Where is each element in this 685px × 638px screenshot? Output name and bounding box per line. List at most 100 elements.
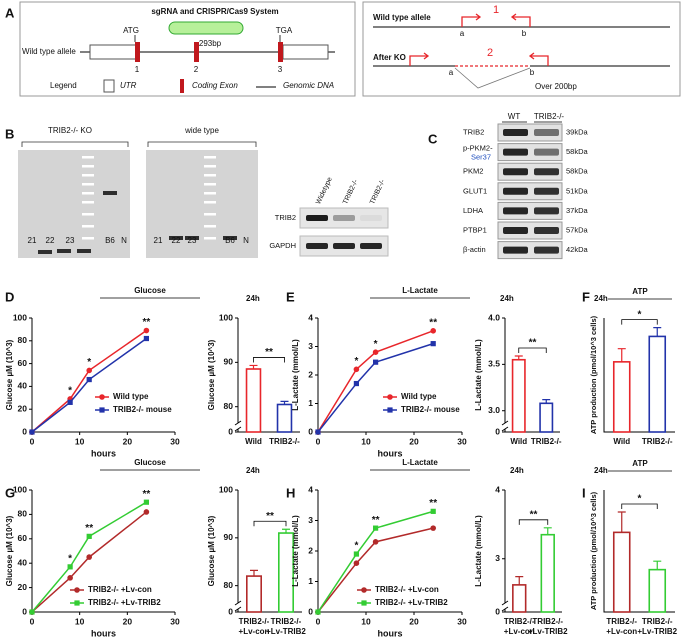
ladder-band [204, 156, 216, 159]
data-point [315, 609, 321, 615]
y-tick-label: 2 [308, 369, 313, 379]
panel-letter: D [5, 289, 14, 304]
gel-group: TRIB2-/- KO [48, 126, 92, 135]
y-tick-label: 3.5 [488, 359, 500, 369]
y-tick-label: 1 [308, 576, 313, 586]
blot-band [534, 227, 559, 234]
ladder-band [204, 192, 216, 195]
lane-label: N [243, 236, 249, 245]
lane-label: 23 [188, 236, 197, 245]
significance: ** [143, 317, 151, 328]
primer-arrow [409, 52, 430, 66]
ladder-band [204, 213, 216, 216]
blot-size: 39kDa [566, 127, 589, 136]
blot-band [534, 207, 559, 215]
y-tick-label: 80 [224, 401, 234, 411]
x-tick-label: 10 [75, 436, 85, 446]
blot-band [503, 207, 528, 215]
legend-utr [103, 79, 115, 93]
y-tick-label: 90 [224, 357, 234, 367]
series-line [31, 511, 147, 613]
blot-row [497, 143, 563, 162]
y-axis-label: L-Lactate (mmol/L) [291, 515, 300, 587]
ladder-band [82, 174, 94, 177]
gel-band [185, 236, 199, 240]
axis-break [234, 426, 242, 432]
y-tick-label: 60 [18, 533, 28, 543]
ladder-band [204, 174, 216, 177]
y-tick-label: 0 [308, 606, 313, 616]
gel-band [103, 191, 117, 195]
x-tick-label: 10 [361, 616, 371, 626]
legend-label: TRIB2-/- +Lv-TRIB2 [375, 598, 448, 607]
bar [246, 575, 263, 613]
start-codon: ATG [123, 26, 139, 35]
significance: * [68, 554, 72, 565]
data-point [29, 609, 35, 615]
x-tick-label: 30 [170, 436, 180, 446]
y-axis-label: ATP production (pmol/10^3 cells) [589, 491, 598, 610]
bar [648, 335, 667, 433]
data-point [353, 366, 360, 373]
primer-arrow [528, 52, 549, 66]
y-tick-label: 20 [18, 403, 28, 413]
data-point [86, 533, 92, 539]
x-tick-label: 0 [316, 436, 321, 446]
bar [245, 368, 262, 433]
blot-label: TRIB2 [463, 127, 484, 136]
blot-band [503, 168, 528, 176]
primer-arrow [461, 13, 482, 27]
blot-size: 42kDa [566, 245, 589, 254]
blot-row [497, 221, 563, 240]
y-tick-label: 0 [495, 426, 500, 436]
y-axis-label: Glucose µM (10^3) [5, 515, 14, 586]
data-point [430, 508, 436, 514]
allele-label: Wild type allele [373, 13, 431, 22]
diagram-title: sgRNA and CRISPR/Cas9 System [151, 7, 278, 16]
y-tick-label: 3 [308, 341, 313, 351]
gel-band [77, 249, 91, 253]
blot-label: LDHA [463, 206, 483, 215]
blot-band [503, 246, 528, 254]
x-tick-label: +Lv-TRIB2 [528, 627, 568, 636]
panel-letter: G [5, 485, 15, 500]
x-tick-label: 20 [123, 436, 133, 446]
chart-title: Glucose [134, 286, 166, 295]
y-tick-label: 3.0 [488, 405, 500, 415]
y-axis-label: L-Lactate (mmol/L) [291, 339, 300, 411]
significance: ** [529, 338, 537, 349]
x-tick-label: Wild [245, 437, 262, 446]
significance-bracket [518, 519, 549, 525]
error-bar [280, 400, 289, 405]
y-tick-label: 0 [22, 426, 27, 436]
series-line [317, 330, 434, 433]
gel-band [169, 236, 183, 240]
y-tick-label: 80 [18, 509, 28, 519]
significance: ** [372, 515, 380, 526]
blot-band [503, 129, 528, 136]
data-point [86, 554, 92, 560]
significance: ** [530, 509, 538, 520]
blot-row [497, 182, 563, 201]
data-point [372, 539, 379, 545]
ladder-band [82, 225, 94, 228]
data-point [353, 560, 360, 566]
legend-marker [361, 587, 367, 593]
y-tick-label: 0 [22, 606, 27, 616]
lane-label: 22 [172, 236, 181, 245]
data-point [67, 564, 73, 570]
ladder-band [204, 237, 216, 240]
legend-marker [387, 407, 393, 413]
legend-label: TRIB2-/- mouse [113, 405, 172, 414]
error-bar [249, 364, 258, 369]
panel-letter: C [428, 131, 438, 146]
bracket [147, 141, 257, 147]
data-point [143, 335, 149, 342]
significance-bracket [621, 319, 658, 325]
error-bar [617, 511, 626, 533]
y-tick-label: 100 [219, 312, 233, 322]
x-tick-label: 0 [316, 616, 321, 626]
ladder-band [82, 183, 94, 186]
significance: ** [143, 489, 151, 500]
ladder-band [82, 237, 94, 240]
